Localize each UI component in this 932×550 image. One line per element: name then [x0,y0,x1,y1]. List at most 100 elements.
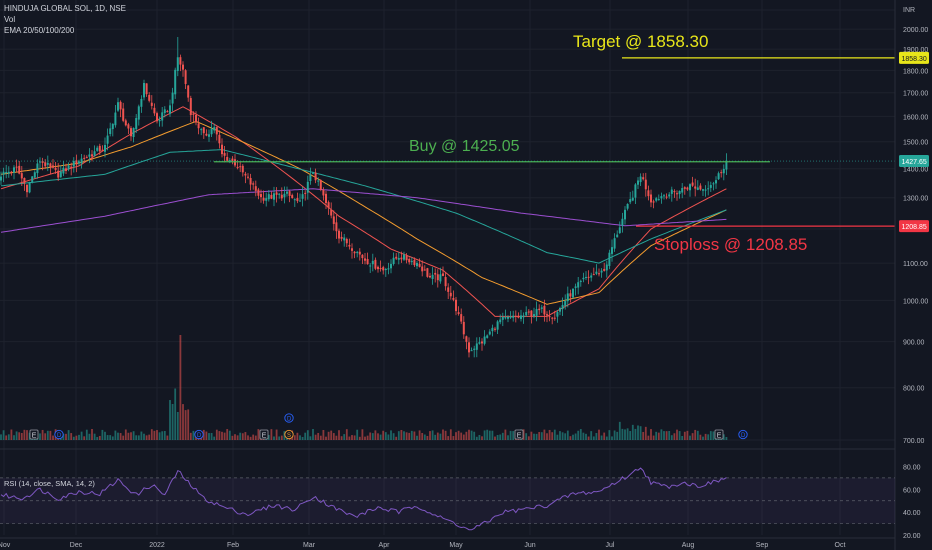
volume-bar [88,433,91,440]
rsi-pane[interactable]: RSI (14, close, SMA, 14, 2) 20.00 40.00 60.… [0,464,921,540]
candle-body [382,267,385,271]
candle-body [119,101,122,110]
volume-bar [475,436,478,440]
candle-body [267,194,270,200]
candle-body [218,134,221,144]
volume-bar [611,436,613,440]
volume-bar [395,436,398,440]
candle-body [592,274,595,276]
volume-bar [202,429,205,440]
earnings-marker[interactable] [514,429,524,440]
volume-indicator-label[interactable]: Vol [4,15,16,24]
volume-bar [410,430,413,440]
earnings-marker[interactable] [29,429,39,440]
volume-bar [293,435,296,440]
volume-bar [18,432,21,440]
candle-body [561,304,564,310]
earnings-marker[interactable] [259,429,269,440]
volume-bar [566,430,569,440]
ema-line-50[interactable] [0,120,727,305]
candle-body [559,307,561,312]
ema-indicator-label[interactable]: EMA 20/50/100/200 [4,26,75,35]
volume-bar [275,429,278,440]
earnings-marker[interactable] [714,429,724,440]
candle-body [590,275,593,278]
event-markers[interactable]: E D D E S D E E D [29,413,748,440]
candle-body [330,209,333,216]
candle-body [309,174,312,181]
volume-bar [153,430,156,440]
volume-bar [85,429,88,440]
volume-bar [213,436,216,440]
dividend-marker[interactable] [284,413,294,423]
candle-body [475,343,478,350]
volume-bar [535,433,538,440]
volume-bar [553,429,556,440]
candle-body [707,188,710,190]
candle-body [57,170,60,178]
volume-bar [369,432,372,440]
candle-body [410,260,413,263]
time-tick-label: Apr [379,542,391,549]
ema-line-20[interactable] [0,106,727,317]
volume-bar [75,435,78,440]
price-tick-label: 1800.00 [903,68,928,75]
candle-body [535,309,538,316]
volume-bar [72,436,75,440]
candle-body [447,287,450,292]
volume-bar [278,436,281,440]
candle-body [39,161,41,163]
candle-body [184,70,187,84]
symbol-title[interactable]: HINDUJA GLOBAL SOL, 1D, NSE [4,4,126,13]
candle-body [278,193,281,195]
stoploss-annotation: Stoploss @ 1208.85 [654,235,807,254]
candle-body [335,222,338,232]
dividend-marker[interactable] [194,429,204,440]
ema-line-100[interactable] [0,149,727,264]
volume-bar [241,433,244,440]
volume-bar [631,424,634,440]
rsi-tick-label: 20.00 [903,533,921,540]
volume-bar [668,430,671,440]
ema-line-200[interactable] [0,188,727,233]
candle-body [371,260,374,265]
volume-bar [540,432,543,440]
candle-body [504,317,507,319]
volume-bar [254,435,257,440]
dividend-marker[interactable] [54,429,64,440]
candle-body [423,269,426,271]
candle-body [374,259,377,269]
candle-body [93,151,96,156]
candle-body [137,106,140,120]
candle-body [2,171,5,175]
candle-body [265,198,268,201]
rsi-label[interactable]: RSI (14, close, SMA, 14, 2) [4,479,95,488]
candle-body [673,191,676,193]
price-axis[interactable]: INR700.00800.00900.001000.001100.001200.… [899,7,929,445]
volume-bar [585,433,587,440]
time-tick-label: 2022 [149,542,165,549]
time-axis[interactable]: Nov Dec 2022 Feb Mar Apr May Jun Jul Aug Sep Oct [0,542,845,549]
volume-bar [379,434,382,440]
volume-bar [496,434,499,440]
volume-bar [663,431,665,440]
volume-bar [486,429,489,440]
volume-bar [392,433,395,440]
volume-bar [488,430,491,440]
candle-body [538,308,541,311]
volume-bar [478,434,481,440]
candle-body [72,160,75,167]
volume-bar [2,430,5,440]
candle-body [231,158,234,161]
candle-body [293,199,296,201]
dividend-marker[interactable] [738,429,748,440]
candle-body [145,83,148,95]
volume-bar [234,434,236,440]
candle-body [533,314,535,317]
candle-body [421,266,424,272]
candle-body [517,315,520,318]
split-marker[interactable] [284,429,294,440]
volume-bar [236,435,239,440]
candle-body [618,227,621,234]
